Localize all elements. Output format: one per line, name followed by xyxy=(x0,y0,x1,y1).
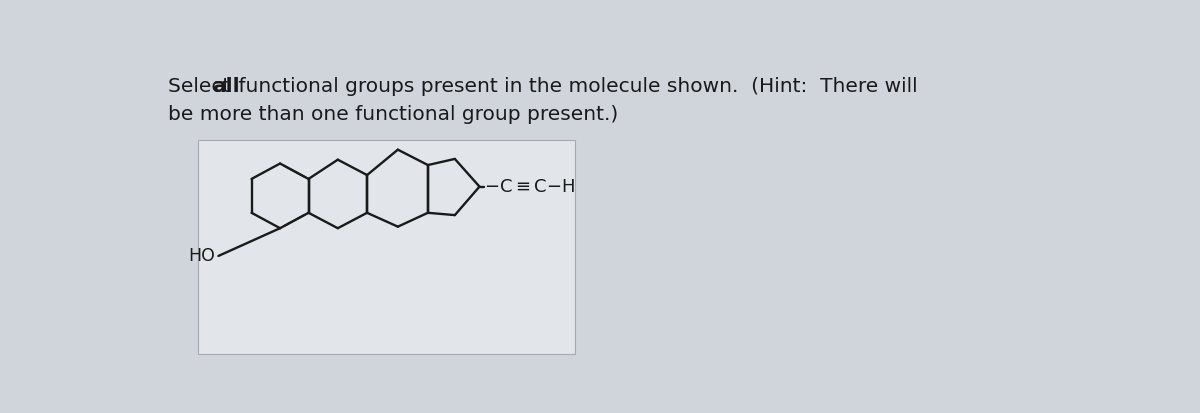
Text: be more than one functional group present.): be more than one functional group presen… xyxy=(168,105,619,124)
Text: all: all xyxy=(212,76,240,95)
Text: HO: HO xyxy=(188,247,215,265)
Text: $\mathregular{-C{\equiv}C{-}H}$: $\mathregular{-C{\equiv}C{-}H}$ xyxy=(484,178,575,196)
Text: Select: Select xyxy=(168,76,238,95)
Text: functional groups present in the molecule shown.  (Hint:  There will: functional groups present in the molecul… xyxy=(232,76,917,95)
FancyBboxPatch shape xyxy=(198,140,575,354)
